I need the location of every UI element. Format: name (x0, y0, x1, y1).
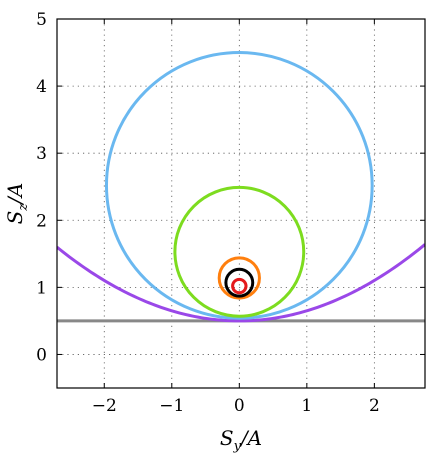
x-axis-label-tail: /A (239, 426, 262, 450)
series-5-circle (224, 267, 255, 298)
plot-series (57, 51, 425, 323)
x-tick-label: 1 (301, 396, 312, 416)
grid (57, 18, 425, 388)
x-axis-label: Sy/A (220, 426, 262, 454)
y-axis-label: Sz/A (3, 183, 31, 225)
x-tick-label: 0 (234, 396, 245, 416)
y-tick-label: 3 (36, 144, 47, 164)
series-1-parabola (57, 243, 425, 323)
y-tick-label: 1 (36, 278, 47, 298)
y-tick-label: 5 (36, 10, 47, 30)
x-tick-label: 2 (369, 396, 380, 416)
y-tick-label: 2 (36, 211, 47, 231)
ticks: −2 −1 0 1 2 0 1 2 3 4 5 (36, 10, 425, 416)
x-axis-label-main: S (220, 426, 234, 450)
series-3-circle (173, 185, 306, 318)
y-axis-label-sub: z (16, 204, 31, 212)
y-axis-label-main: S (3, 211, 27, 225)
series-6-circle (231, 277, 248, 295)
x-tick-label: −2 (92, 396, 117, 416)
y-tick-label: 0 (36, 345, 47, 365)
x-tick-label: −1 (159, 396, 184, 416)
series-4-circle (217, 256, 261, 300)
series-2-circle (104, 51, 374, 320)
y-tick-label: 4 (36, 77, 47, 97)
plot-frame (56, 18, 426, 389)
x-axis-label-sub: y (233, 439, 242, 454)
y-axis-label-tail: /A (3, 183, 27, 206)
